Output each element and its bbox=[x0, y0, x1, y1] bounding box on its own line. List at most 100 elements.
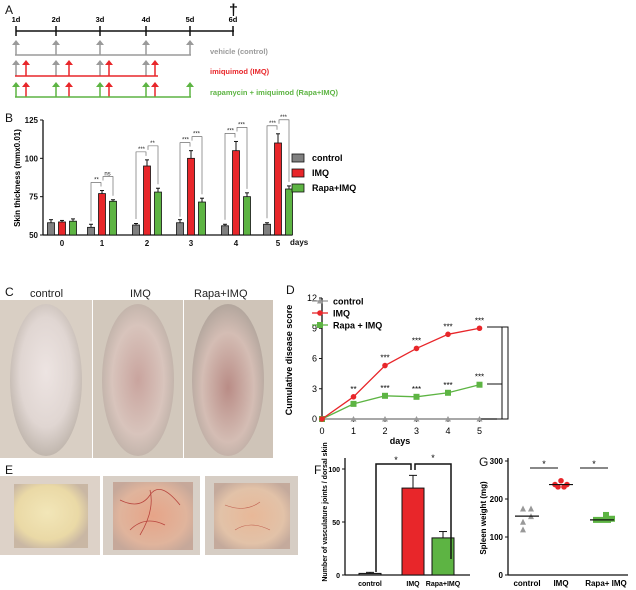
b-sig-label: *** bbox=[238, 122, 246, 128]
b-sig-bracket bbox=[236, 127, 248, 189]
d-sig-label: *** bbox=[475, 316, 484, 325]
square-marker bbox=[609, 515, 615, 522]
square-marker bbox=[603, 511, 609, 518]
arrow-up-icon bbox=[12, 60, 20, 65]
b-sig-bracket bbox=[102, 176, 114, 196]
photo-title-control: control bbox=[30, 288, 63, 300]
d-sig-label: *** bbox=[412, 336, 421, 345]
b-ytick-label: 50 bbox=[29, 231, 38, 240]
b-bar-IMQ bbox=[187, 157, 195, 236]
triangle-marker bbox=[528, 505, 534, 512]
arrow-up-icon bbox=[12, 40, 20, 45]
circle-marker bbox=[445, 331, 451, 338]
arrow-up-icon bbox=[151, 82, 159, 87]
b-bar-Rapa+IMQ bbox=[69, 220, 77, 236]
arrow-up-icon bbox=[12, 82, 20, 87]
b-legend-label: IMQ bbox=[312, 168, 329, 178]
panel-label-f: F bbox=[314, 463, 321, 477]
b-bar-IMQ bbox=[143, 165, 151, 236]
f-ytick-label: 0 bbox=[336, 573, 340, 580]
b-bar-control bbox=[132, 224, 140, 236]
day-label: 4d bbox=[142, 15, 151, 24]
f-bar bbox=[358, 572, 382, 576]
arrow-up-icon bbox=[22, 60, 30, 65]
day-label: 6d bbox=[229, 15, 238, 24]
b-sig-label: *** bbox=[138, 147, 146, 153]
triangle-marker bbox=[520, 526, 526, 533]
b-bar-control bbox=[263, 223, 271, 236]
g-xtick-label: Rapa+ IMQ bbox=[585, 579, 627, 588]
d-xtick-label: 1 bbox=[351, 426, 356, 436]
g-xtick-label: control bbox=[513, 579, 540, 588]
g-ytick-label: 200 bbox=[490, 495, 504, 504]
triangle-marker bbox=[350, 416, 357, 422]
d-line-IMQ bbox=[321, 327, 480, 420]
triangle-marker bbox=[520, 518, 526, 525]
arrow-up-icon bbox=[186, 82, 194, 87]
d-sig-label: ** bbox=[350, 385, 356, 394]
b-bar-control bbox=[221, 225, 229, 236]
group-label-imq: imiquimod (IMQ) bbox=[210, 67, 270, 76]
arrow-up-icon bbox=[96, 60, 104, 65]
b-xtick-label: 5 bbox=[276, 239, 281, 248]
panel-label-d: D bbox=[286, 283, 295, 297]
arrow-up-icon bbox=[52, 82, 60, 87]
mouse-photos: control IMQ Rapa+IMQ bbox=[0, 288, 273, 458]
d-ytick-label: 6 bbox=[312, 354, 317, 364]
b-ytick-label: 100 bbox=[25, 154, 39, 163]
dagger-icon: † bbox=[229, 2, 238, 19]
d-ytick-label: 12 bbox=[307, 293, 317, 303]
panel-label-c: C bbox=[5, 285, 14, 299]
f-bar bbox=[431, 537, 455, 576]
group-label-vehicle: vehicle (control) bbox=[210, 47, 268, 56]
b-bar-Rapa+IMQ bbox=[198, 201, 206, 236]
circle-marker bbox=[476, 325, 483, 332]
b-bar-Rapa+IMQ bbox=[154, 191, 162, 236]
f-sig-bracket bbox=[375, 463, 412, 572]
arrow-up-icon bbox=[186, 40, 194, 45]
b-xlabel: days bbox=[290, 238, 309, 247]
circle-marker bbox=[555, 484, 561, 490]
f-ytick-label: 50 bbox=[332, 520, 340, 527]
b-sig-label: *** bbox=[280, 115, 288, 121]
spleen-weight-chart: Spleen weight (mg) 0 100 200 300 control IMQ R… bbox=[479, 457, 628, 588]
d-xlabel: days bbox=[390, 436, 411, 446]
b-legend-label: control bbox=[312, 153, 343, 163]
d-xtick-label: 3 bbox=[414, 426, 419, 436]
d-legend-label: control bbox=[333, 297, 364, 307]
d-sig-label: *** bbox=[380, 354, 389, 363]
b-sig-label: ** bbox=[94, 178, 99, 184]
triangle-marker bbox=[317, 298, 323, 304]
f-bar bbox=[401, 487, 425, 576]
d-xtick-label: 2 bbox=[382, 426, 387, 436]
g-ytick-label: 300 bbox=[490, 457, 504, 466]
square-marker bbox=[317, 322, 323, 328]
panel-label-a: A bbox=[5, 3, 13, 17]
b-sig-bracket bbox=[266, 125, 278, 219]
day-label: 2d bbox=[52, 15, 61, 24]
b-legend-label: Rapa+IMQ bbox=[312, 183, 356, 193]
arrow-up-icon bbox=[96, 40, 104, 45]
circle-marker bbox=[413, 345, 420, 352]
panel-label-e: E bbox=[5, 463, 13, 477]
b-ylabel: Skin thickness (mmx0.01) bbox=[13, 129, 22, 227]
b-xtick-label: 1 bbox=[100, 239, 105, 248]
square-marker bbox=[413, 393, 420, 400]
square-marker bbox=[382, 392, 388, 399]
b-bar-IMQ bbox=[58, 221, 66, 236]
b-ytick-label: 125 bbox=[25, 116, 39, 125]
d-sig-label: *** bbox=[380, 384, 389, 393]
arrow-up-icon bbox=[96, 82, 104, 87]
d-ytick-label: 9 bbox=[312, 323, 317, 333]
triangle-marker bbox=[413, 416, 420, 422]
f-xtick-label: IMQ bbox=[406, 581, 420, 588]
triangle-marker bbox=[445, 416, 451, 422]
d-legend-label: Rapa + IMQ bbox=[333, 321, 382, 331]
circle-marker bbox=[561, 484, 567, 490]
panel-label-b: B bbox=[5, 111, 13, 125]
group-label-rapa-imq: rapamycin + imiquimod (Rapa+IMQ) bbox=[210, 88, 338, 97]
photo-title-imq: IMQ bbox=[130, 288, 151, 300]
square-marker bbox=[476, 381, 483, 388]
photo-title-rapa-imq: Rapa+IMQ bbox=[194, 288, 248, 300]
